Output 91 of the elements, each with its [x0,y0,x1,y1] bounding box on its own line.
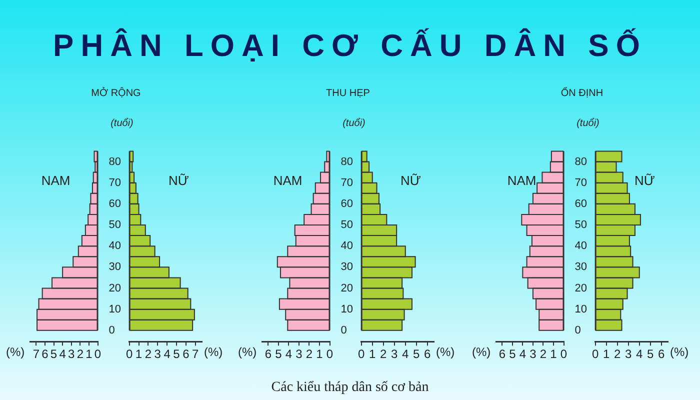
x-tick-label: 6 [498,347,506,362]
x-tick-label: 1 [135,347,142,362]
y-tick-label: 30 [574,261,588,274]
y-tick-label: 60 [108,198,122,210]
x-tick-label: 2 [76,347,84,362]
y-tick-label: 10 [108,303,122,316]
x-tick-label: 5 [413,347,420,362]
y-tick-label: 70 [340,176,354,189]
y-tick-label: 70 [108,176,122,189]
y-tick-label: 60 [340,198,354,210]
chart-title: THU HẸP [325,88,371,99]
x-tick-label: 0 [126,347,133,362]
x-tick-label: 5 [647,347,654,362]
x-tick-label: 5 [275,347,282,362]
x-tick-label: 3 [68,347,76,362]
y-tick-label: 10 [340,303,354,316]
x-tick-label: 2 [540,347,547,362]
y-tick-label: 80 [340,156,354,168]
y-tick-label: 20 [108,282,122,294]
x-tick-label: 2 [306,347,313,362]
x-tick-label: 7 [192,347,200,362]
y-tick-label: 50 [108,219,122,232]
x-tick-label: 4 [59,347,66,362]
y-tick-label: 10 [574,303,588,316]
x-tick-label: 3 [154,347,162,362]
series-label: NAM [507,173,536,188]
x-tick-label: 3 [530,347,537,362]
y-tick-label: 0 [108,324,115,336]
x-tick-label: 3 [296,347,303,362]
x-tick-label: 4 [636,347,644,362]
x-tick-label: 4 [519,347,526,362]
x-tick-label: 1 [86,347,93,362]
y-tick-label: 0 [574,324,581,336]
x-tick-label: 7 [32,347,40,362]
y-tick-label: 0 [340,324,347,336]
chart-title: MỞ RỘNG [90,88,142,99]
y-tick-label: 70 [574,176,588,189]
y-tick-label: 50 [574,219,588,232]
x-tick-label: 0 [358,347,365,362]
x-tick-label: 0 [94,347,102,362]
series-label: NAM [273,173,302,188]
x-tick-label: 2 [380,347,388,362]
x-axis-title: (%) [204,345,223,359]
y-tick-label: 80 [108,156,122,168]
x-tick-label: 1 [369,347,376,362]
series-label: NỮ [400,173,421,188]
x-axis-title: (%) [238,345,257,359]
x-tick-label: 4 [285,347,292,362]
x-tick-label: 5 [173,347,180,362]
x-tick-label: 4 [402,347,410,362]
x-tick-label: 1 [550,347,558,362]
x-tick-label: 3 [391,347,398,362]
y-tick-label: 40 [340,240,354,252]
x-tick-label: 6 [424,347,432,362]
x-tick-label: 6 [658,347,666,362]
y-axis-title: (tuổi) [576,118,600,129]
y-tick-label: 40 [574,240,588,252]
y-tick-label: 30 [108,261,122,274]
y-axis-title: (tuổi) [110,118,134,129]
y-tick-label: 80 [574,156,588,168]
y-tick-label: 30 [340,261,354,274]
x-tick-label: 0 [592,347,599,362]
text: PHÂN LOẠI CƠ CẤU DÂN SỐ [52,28,648,64]
x-tick-label: 6 [182,347,190,362]
y-tick-label: 50 [340,219,354,232]
x-tick-label: 1 [316,347,324,362]
x-axis-title: (%) [6,345,25,359]
text: Các kiểu tháp dân số cơ bản [270,380,430,396]
x-tick-label: 0 [326,347,334,362]
y-tick-label: 40 [108,240,122,252]
x-tick-label: 6 [42,347,49,362]
y-tick-label: 20 [574,282,588,294]
x-axis-title: (%) [436,345,455,359]
x-tick-label: 5 [50,347,58,362]
x-tick-label: 1 [603,347,610,362]
x-tick-label: 6 [264,347,272,362]
x-tick-label: 0 [560,347,568,362]
text: NỮ [168,173,189,188]
x-tick-label: 5 [509,347,516,362]
x-tick-label: 2 [144,347,152,362]
x-tick-label: 3 [625,347,632,362]
y-tick-label: 20 [340,282,354,294]
chart-title: ỔN ĐỊNH [560,88,604,99]
x-tick-label: 2 [614,347,622,362]
y-axis-title: (tuổi) [342,118,366,129]
series-label: NAM [41,173,70,188]
x-axis-title: (%) [472,345,491,359]
x-axis-title: (%) [670,345,689,359]
series-label: NỮ [634,173,655,188]
y-tick-label: 60 [574,198,588,210]
x-tick-label: 4 [164,347,171,362]
